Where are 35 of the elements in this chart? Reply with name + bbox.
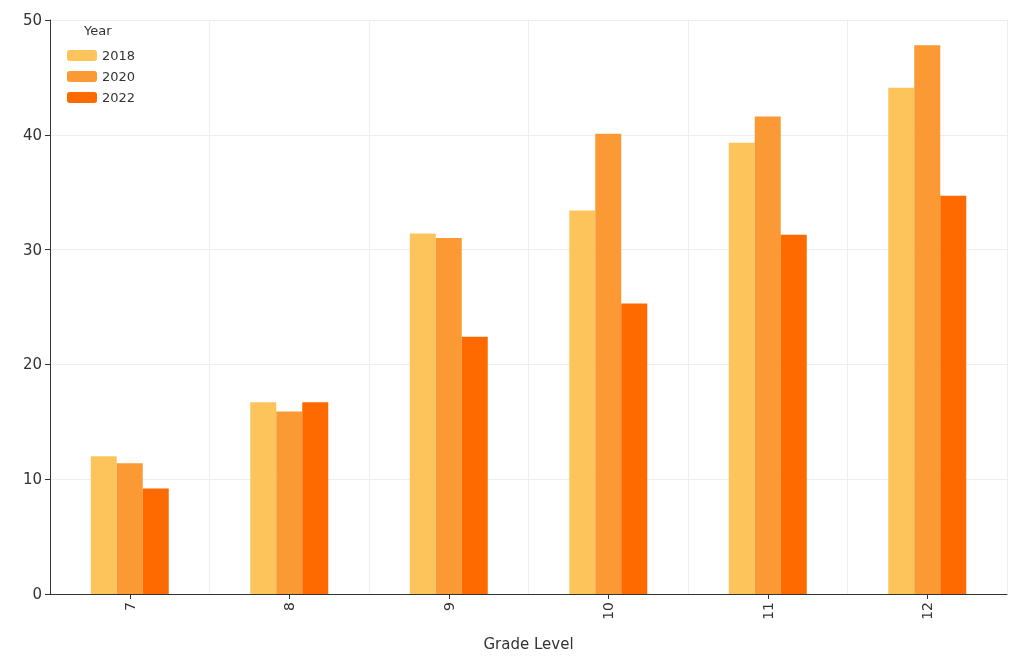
bar bbox=[435, 238, 462, 594]
bar bbox=[888, 87, 915, 594]
x-tick-label: 9 bbox=[440, 602, 457, 611]
bar bbox=[940, 195, 967, 594]
x-tick-label: 12 bbox=[919, 602, 936, 620]
x-tick-label: 10 bbox=[600, 602, 617, 620]
x-tick-label: 7 bbox=[121, 602, 138, 611]
x-tick-label: 8 bbox=[281, 602, 298, 611]
bar bbox=[914, 45, 941, 594]
y-tick-label: 40 bbox=[22, 125, 42, 144]
bar bbox=[302, 402, 329, 594]
y-tick-label: 50 bbox=[22, 11, 42, 29]
bar bbox=[461, 336, 488, 594]
y-tick-label: 20 bbox=[22, 355, 42, 374]
bar bbox=[780, 234, 807, 594]
bar bbox=[754, 116, 781, 594]
y-tick-label: 10 bbox=[22, 470, 42, 489]
bar bbox=[409, 233, 436, 594]
legend-label: 2022 bbox=[102, 90, 136, 105]
bar bbox=[276, 411, 303, 594]
bar bbox=[90, 456, 117, 594]
bar bbox=[595, 133, 622, 594]
bar bbox=[728, 142, 755, 594]
bar bbox=[250, 402, 277, 594]
bar bbox=[142, 488, 169, 594]
x-tick-label: 11 bbox=[759, 602, 776, 620]
bar bbox=[116, 463, 143, 594]
x-axis-title: Grade Level bbox=[483, 634, 574, 653]
bar bbox=[621, 303, 648, 594]
legend-label: 2018 bbox=[102, 48, 136, 63]
bar bbox=[569, 210, 596, 594]
y-tick-label: 30 bbox=[22, 240, 42, 259]
y-tick-label: 0 bbox=[32, 585, 42, 603]
legend-label: 2020 bbox=[102, 69, 136, 84]
legend-title: Year bbox=[83, 23, 113, 38]
